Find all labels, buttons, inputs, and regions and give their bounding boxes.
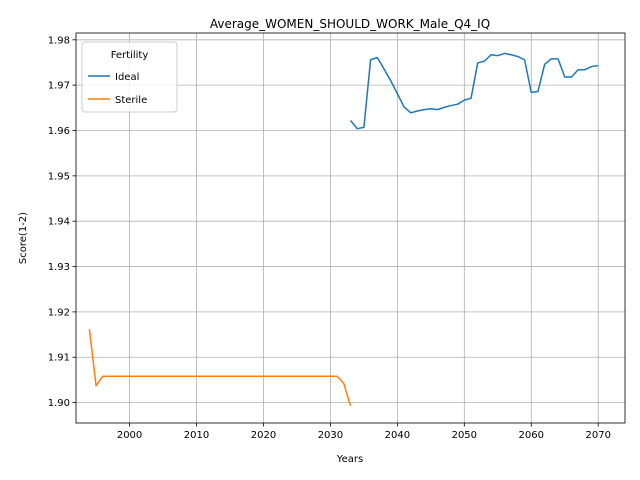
series-line-sterile — [88, 329, 352, 406]
legend-title: Fertility — [111, 50, 149, 61]
x-tick-label: 2000 — [117, 430, 142, 441]
x-tick-label: 2060 — [519, 430, 544, 441]
x-tick-label: 2030 — [318, 430, 343, 441]
x-tick-label: 2040 — [385, 430, 410, 441]
y-tick-label: 1.98 — [48, 35, 70, 46]
y-tick-label: 1.96 — [48, 126, 70, 137]
x-tick-label: 2050 — [452, 430, 477, 441]
y-axis: 1.90 1.91 1.92 1.93 1.94 1.95 1.96 1.97 1.98 — [48, 35, 76, 409]
series-layer — [88, 52, 599, 406]
legend-label-ideal: Ideal — [115, 72, 139, 83]
x-tick-label: 2010 — [184, 430, 209, 441]
y-tick-label: 1.95 — [48, 171, 70, 182]
series-line-ideal — [349, 52, 599, 130]
legend-label-sterile: Sterile — [115, 95, 147, 106]
x-axis-label: Years — [336, 454, 363, 465]
x-axis: 2000 2010 2020 2030 2040 2050 2060 2070 — [117, 423, 611, 441]
y-tick-label: 1.90 — [48, 398, 70, 409]
y-tick-label: 1.91 — [48, 353, 70, 364]
y-tick-label: 1.92 — [48, 307, 70, 318]
y-tick-label: 1.97 — [48, 81, 70, 92]
y-tick-label: 1.94 — [48, 217, 70, 228]
x-tick-label: 2070 — [585, 430, 610, 441]
grid — [76, 33, 625, 423]
x-tick-label: 2020 — [251, 430, 276, 441]
y-axis-label: Score(1-2) — [18, 212, 29, 264]
y-tick-label: 1.93 — [48, 262, 70, 273]
legend: Fertility Ideal Sterile — [81, 41, 178, 113]
plot-frame — [75, 32, 626, 424]
chart-title: Average_WOMEN_SHOULD_WORK_Male_Q4_IQ — [210, 17, 490, 31]
legend-box — [81, 41, 178, 113]
